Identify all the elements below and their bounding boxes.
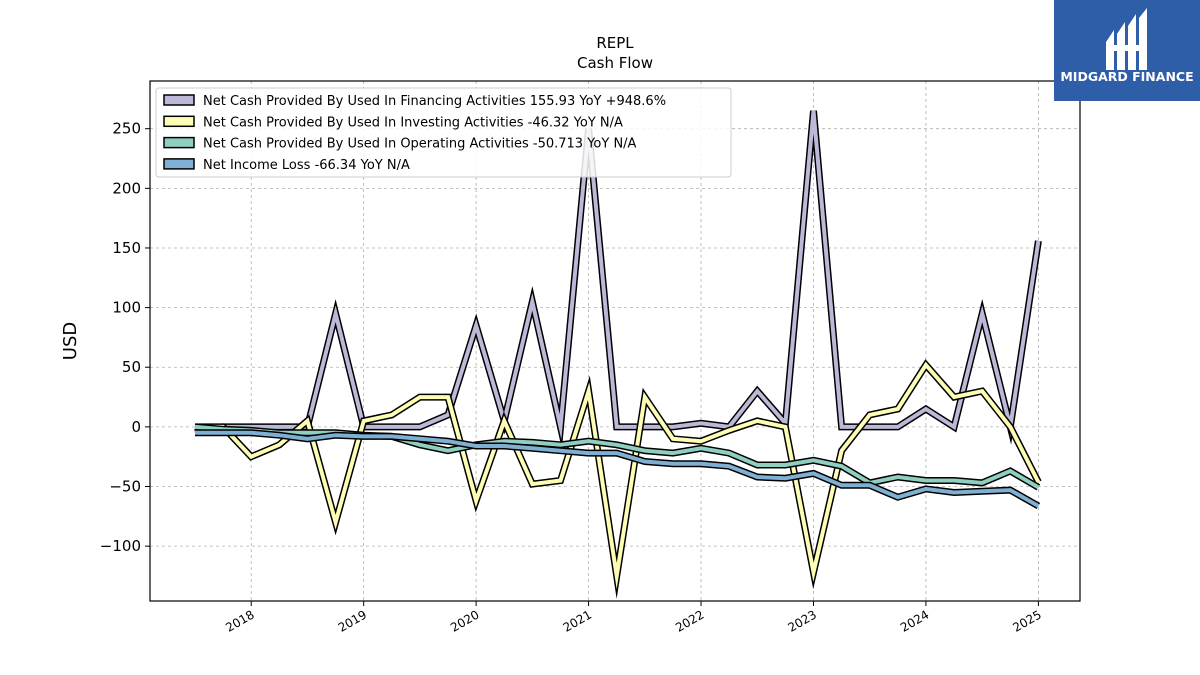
y-tick-label: −100 bbox=[100, 537, 141, 555]
series-line bbox=[195, 361, 1041, 590]
legend-label: Net Cash Provided By Used In Operating A… bbox=[203, 137, 637, 152]
legend-label: Net Income Loss -66.34 YoY N/A bbox=[203, 158, 410, 173]
series-1 bbox=[195, 359, 1042, 599]
legend-item: Net Cash Provided By Used In Financing A… bbox=[163, 94, 666, 109]
y-axis-label: USD bbox=[60, 322, 81, 360]
logo-text: MIDGARD FINANCE bbox=[1060, 69, 1193, 84]
series-0 bbox=[194, 110, 1042, 450]
legend-item: Net Income Loss -66.34 YoY N/A bbox=[163, 158, 410, 173]
chart-title: REPL bbox=[596, 34, 634, 52]
y-tick-label: 150 bbox=[112, 239, 141, 257]
legend-swatch bbox=[163, 136, 195, 149]
chart-subtitle: Cash Flow bbox=[577, 54, 653, 72]
y-tick-label: 200 bbox=[112, 179, 141, 197]
series-line bbox=[195, 430, 1040, 508]
y-tick-label: 100 bbox=[112, 299, 141, 317]
plot-frame bbox=[149, 80, 1081, 602]
y-tick-label: 50 bbox=[122, 358, 141, 376]
midgard-finance-logo: MIDGARD FINANCE bbox=[1054, 0, 1200, 101]
y-tick-label: 250 bbox=[112, 120, 141, 138]
y-tick-label: 0 bbox=[131, 418, 141, 436]
y-tick-label: −50 bbox=[109, 478, 141, 496]
legend-box bbox=[155, 87, 732, 178]
y-axis: −100 −50 0 50 100 150 200 250 bbox=[100, 120, 150, 555]
logo-mark-icon bbox=[1106, 8, 1147, 70]
legend-swatch bbox=[163, 94, 195, 106]
legend-label: Net Cash Provided By Used In Financing A… bbox=[203, 94, 666, 109]
legend-label: Net Cash Provided By Used In Investing A… bbox=[203, 115, 623, 130]
legend-swatch bbox=[163, 158, 195, 170]
series-lines bbox=[194, 110, 1042, 599]
legend-item: Net Cash Provided By Used In Investing A… bbox=[163, 115, 623, 130]
legend-swatch bbox=[163, 115, 195, 128]
series-3 bbox=[195, 429, 1041, 510]
series-line bbox=[194, 110, 1041, 440]
legend-item: Net Cash Provided By Used In Operating A… bbox=[163, 136, 637, 152]
legend: Net Cash Provided By Used In Financing A… bbox=[155, 87, 732, 178]
